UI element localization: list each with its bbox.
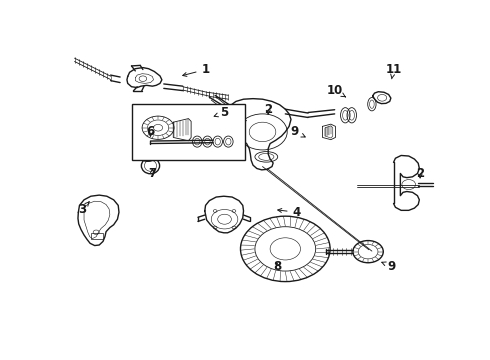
Text: 7: 7 [148,167,156,180]
Text: 8: 8 [273,260,282,273]
Text: 9: 9 [291,125,305,138]
Text: 10: 10 [326,84,345,97]
Text: 2: 2 [416,167,424,180]
FancyBboxPatch shape [131,104,245,159]
Text: 3: 3 [78,202,89,216]
Text: 1: 1 [183,63,210,76]
Text: 11: 11 [386,63,402,79]
Text: 5: 5 [214,106,229,119]
Bar [91,233,103,239]
Text: 6: 6 [147,125,155,138]
Text: 2: 2 [264,103,272,116]
Text: 4: 4 [278,206,301,219]
Text: 9: 9 [382,260,396,273]
